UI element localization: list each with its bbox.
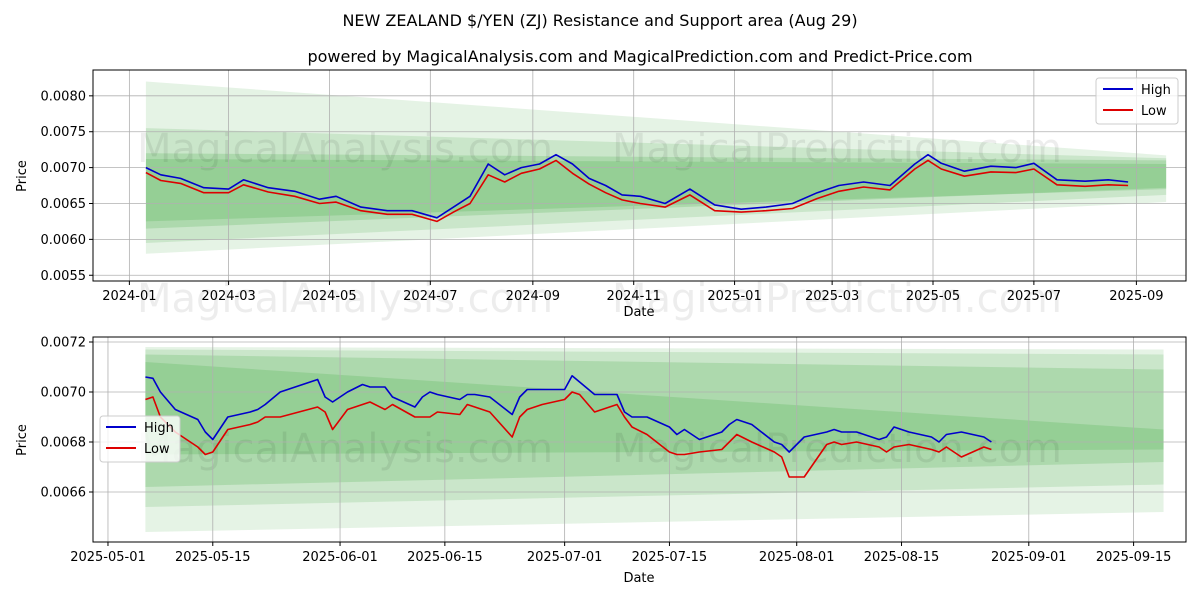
high-series-line [145,374,992,453]
y-axis-label: Price [15,160,30,192]
y-tick-label: 0.0072 [41,336,87,351]
x-tick-label: 2025-06-01 [302,550,378,565]
band-polygon [145,349,1164,507]
x-tick-label: 2025-08-15 [864,550,940,565]
x-tick-label: 2024-07 [403,289,457,304]
x-tick-label: 2025-07-01 [527,550,603,565]
y-axis-label: Price [15,424,30,456]
x-tick-label: 2025-05 [906,289,960,304]
x-tick-label: 2025-05-01 [70,550,146,565]
x-tick-label: 2024-11 [607,289,661,304]
band-polygon [145,158,1167,222]
legend-high-label: High [1141,83,1171,98]
legend: High Low [1095,77,1179,125]
watermark-text: MagicalPrediction.com [612,276,1062,322]
watermark-text: MagicalAnalysis.com [137,126,553,172]
y-tick-label: 0.0060 [41,233,87,248]
plot-frame [92,69,1187,282]
x-tick-label: 2025-01 [707,289,761,304]
chart-title: NEW ZEALAND $/YEN (ZJ) Resistance and Su… [342,11,857,30]
legend-low-label: Low [1141,104,1167,119]
legend-high-label: High [144,421,174,436]
chart-subtitle: powered by MagicalAnalysis.com and Magic… [307,47,972,66]
axis-ticks: 2024-01 2024-03 2024-05 2024-07 2024-09 2024-… [41,89,1164,304]
y-tick-label: 0.0068 [41,436,87,451]
grid-lines [93,337,1186,542]
x-axis-label: Date [623,305,654,320]
watermark-text: MagicalAnalysis.com [137,276,553,322]
y-tick-label: 0.0080 [41,89,87,104]
x-tick-label: 2024-09 [506,289,560,304]
x-tick-label: 2025-09 [1109,289,1163,304]
watermark-text: MagicalPrediction.com [612,426,1062,472]
legend-low-label: Low [144,442,170,457]
x-tick-label: 2025-07 [1007,289,1061,304]
watermark-text: MagicalPrediction.com [612,126,1062,172]
legend: High Low [99,415,181,463]
x-tick-label: 2025-09-15 [1096,550,1172,565]
low-series-line [145,391,992,478]
y-tick-label: 0.0065 [41,197,87,212]
grid-lines [93,70,1186,281]
x-tick-label: 2025-05-15 [175,550,251,565]
x-tick-label: 2025-08-01 [759,550,835,565]
x-axis-label: Date [623,571,654,586]
x-tick-label: 2024-03 [201,289,255,304]
y-tick-label: 0.0070 [41,386,87,401]
top-panel: MagicalAnalysis.com MagicalPrediction.co… [15,69,1187,322]
x-tick-label: 2024-01 [102,289,156,304]
high-series-line [145,153,1129,219]
watermarks: MagicalAnalysis.com MagicalPrediction.co… [137,126,1062,322]
x-tick-label: 2025-03 [805,289,859,304]
x-tick-label: 2025-06-15 [407,550,483,565]
low-series-line [145,159,1129,223]
y-tick-label: 0.0066 [41,486,87,501]
y-tick-label: 0.0055 [41,269,87,284]
x-tick-label: 2025-07-15 [632,550,708,565]
price-lines [145,374,992,478]
axis-ticks: 2025-05-01 2025-05-15 2025-06-01 2025-06-15… [41,336,1172,566]
price-lines [145,153,1129,223]
y-tick-label: 0.0070 [41,161,87,176]
x-tick-label: 2024-05 [302,289,356,304]
plot-frame [92,336,1187,543]
y-tick-label: 0.0075 [41,125,87,140]
x-tick-label: 2025-09-01 [991,550,1067,565]
bottom-panel: MagicalAnalysis.com MagicalPrediction.co… [15,336,1187,586]
